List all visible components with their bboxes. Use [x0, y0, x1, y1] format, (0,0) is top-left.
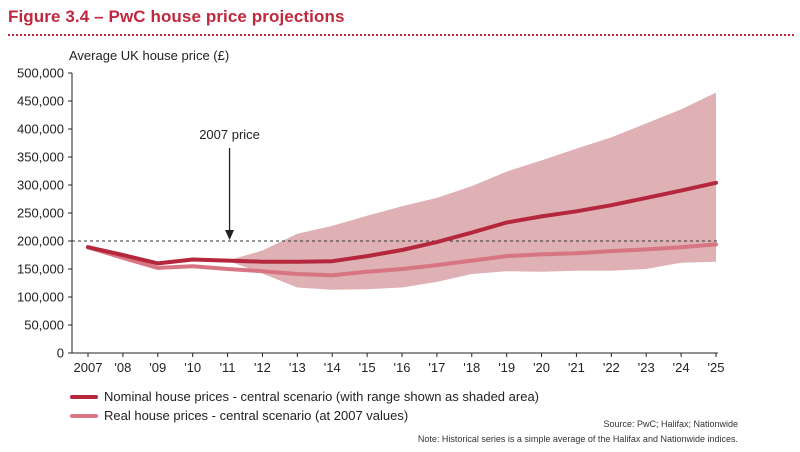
y-axis-label: Average UK house price (£)	[69, 48, 229, 63]
axes-layer: 0 50,000 100,000 150,000 200,000 250,000 300,0…	[17, 66, 724, 376]
footnote: Note: Historical series is a simple aver…	[417, 434, 738, 444]
y-tick-label: 100,000	[17, 290, 64, 305]
series-line-real	[86, 242, 718, 278]
y-tick-label: 400,000	[17, 122, 64, 137]
range-band-layer	[227, 92, 716, 290]
y-tick-label: 200,000	[17, 234, 64, 249]
x-tick-label: '10	[184, 360, 201, 375]
figure-title: Figure 3.4 – PwC house price projections	[8, 7, 345, 26]
x-tick-label: '17	[428, 360, 445, 375]
annotation-arrow-head	[225, 230, 235, 240]
annotation-2007-price: 2007 price	[199, 127, 260, 142]
y-tick-label: 350,000	[17, 150, 64, 165]
legend-item-nominal: Nominal house prices - central scenario …	[70, 387, 539, 406]
legend-item-real: Real house prices - central scenario (at…	[70, 406, 539, 425]
title-divider	[8, 34, 794, 36]
chart-legend: Nominal house prices - central scenario …	[70, 387, 539, 425]
x-tick-label: '09	[149, 360, 166, 375]
y-tick-label: 250,000	[17, 206, 64, 221]
y-tick-label: 50,000	[24, 318, 64, 333]
legend-label-nominal: Nominal house prices - central scenario …	[104, 389, 539, 404]
x-tick-label: '24	[673, 360, 690, 375]
y-tick-label: 500,000	[17, 66, 64, 81]
x-tick-label: '22	[603, 360, 620, 375]
y-tick-label: 150,000	[17, 262, 64, 277]
x-tick-label: '21	[568, 360, 585, 375]
x-tick-label: '18	[463, 360, 480, 375]
x-tick-label: '23	[638, 360, 655, 375]
legend-swatch-nominal	[70, 394, 98, 399]
x-tick-label: '15	[359, 360, 376, 375]
x-tick-label: '19	[498, 360, 515, 375]
x-tick-label: '16	[394, 360, 411, 375]
annotation-layer: 2007 price	[199, 127, 260, 240]
x-tick-label: '14	[324, 360, 341, 375]
legend-swatch-real	[70, 413, 98, 418]
range-band-area	[227, 92, 716, 290]
source-note: Source: PwC; Halifax; Nationwide	[603, 419, 738, 429]
y-tick-label: 450,000	[17, 94, 64, 109]
series-lines-layer	[86, 180, 718, 278]
x-tick-label: '11	[220, 360, 236, 375]
x-tick-label: '25	[708, 360, 725, 375]
x-tick-label: '13	[289, 360, 306, 375]
series-line-nominal	[86, 180, 718, 266]
x-tick-label: '08	[114, 360, 131, 375]
x-tick-label: '20	[533, 360, 550, 375]
y-tick-label: 0	[57, 346, 64, 361]
x-tick-label: '12	[254, 360, 271, 375]
legend-label-real: Real house prices - central scenario (at…	[104, 408, 409, 423]
x-tick-label: 2007	[74, 360, 103, 375]
y-tick-label: 300,000	[17, 178, 64, 193]
